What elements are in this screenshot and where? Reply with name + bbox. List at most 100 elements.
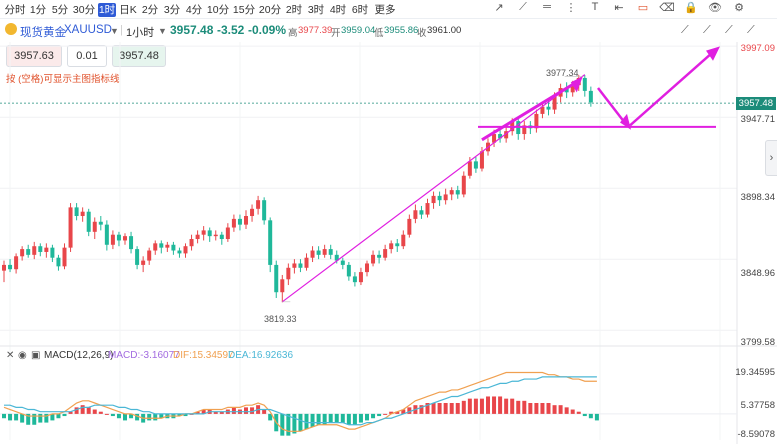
eye-icon[interactable]: 👁 [708, 2, 722, 14]
macd-histogram-bar [316, 413, 321, 425]
macd-histogram-bar [516, 400, 521, 414]
macd-histogram-bar [159, 413, 164, 419]
trend-line[interactable] [281, 74, 586, 303]
candle-body [86, 211, 91, 232]
candle-body [225, 227, 230, 240]
up-arrow-line[interactable] [481, 79, 580, 142]
shape-icon[interactable]: ▭ [637, 2, 649, 14]
draw-channel-icon[interactable]: ⟋ [725, 24, 733, 36]
candle-body [564, 88, 569, 93]
macd-histogram-bar [86, 407, 91, 414]
candle-body [498, 134, 503, 139]
axis-label: 3997.09 [740, 43, 775, 54]
candle-body [26, 249, 31, 255]
macd-histogram-bar [576, 411, 581, 414]
macd-histogram-bar [68, 411, 73, 414]
timeframe-12[interactable]: 2时 [285, 4, 303, 16]
buy-price-box[interactable]: 3957.48 [112, 45, 166, 67]
timeframe-9[interactable]: 10分 [206, 4, 230, 16]
dea-line [4, 376, 597, 426]
settings-icon[interactable]: ▣ [31, 350, 41, 361]
draw-ray-icon[interactable]: ⟋ [703, 24, 711, 36]
macd-histogram-bar [594, 413, 599, 421]
axis-label: 3898.34 [740, 192, 775, 203]
candle-body [207, 230, 212, 237]
timeframe-5[interactable]: 日K [119, 4, 137, 16]
timeframe-10[interactable]: 15分 [232, 4, 256, 16]
eraser-icon[interactable]: ⌫ [659, 2, 675, 14]
macd-histogram-bar [304, 413, 309, 430]
dif-line [3, 371, 597, 432]
fib-icon[interactable]: ⋮ [565, 2, 577, 14]
macd-histogram-bar [244, 407, 248, 414]
macd-histogram-bar [183, 413, 188, 417]
macd-histogram-bar [2, 413, 6, 419]
target-arrow-line[interactable] [629, 51, 714, 127]
macd-histogram-bar [510, 398, 515, 414]
candle-body [425, 203, 430, 215]
close-icon[interactable]: ✕ [6, 350, 15, 361]
candle-body [135, 249, 140, 265]
symbol-dropdown-icon[interactable]: ▼ [110, 26, 119, 36]
candle-body [546, 106, 551, 110]
polyline-icon[interactable]: ⟋ [519, 1, 527, 13]
target-arrowhead [706, 46, 720, 61]
macd-legend: ✕ ◉ ▣ MACD(12,26,9) MACD:-3.16077 DIF:15… [0, 348, 420, 364]
timeframe-0[interactable]: 分时 [4, 4, 26, 16]
symbol-name[interactable]: 现货黄金 [20, 27, 66, 39]
high-value: 3977.39 [298, 25, 333, 36]
timeframe-4[interactable]: 1时 [98, 3, 116, 17]
price-change: -3.52 [217, 23, 245, 37]
symbol-bar: 现货黄金 XAUUSD ▼ | 1小时 ▼ 3957.48 -3.52 -0.0… [0, 19, 777, 41]
timeframe-7[interactable]: 3分 [163, 4, 181, 16]
macd-histogram-bar [365, 413, 369, 421]
draw-line-icon[interactable]: ⟋ [681, 24, 689, 36]
macd-histogram-bar [486, 396, 490, 414]
timeframe-16[interactable]: 更多 [374, 4, 396, 16]
timeframe-11[interactable]: 20分 [258, 4, 282, 16]
macd-histogram-bar [437, 403, 442, 414]
candle-body [352, 276, 357, 283]
candle-body [68, 207, 73, 248]
candle-body [286, 267, 291, 280]
timeframe-1[interactable]: 1分 [29, 4, 47, 16]
open-value: 3959.04 [341, 25, 376, 36]
trend-line-icon[interactable]: ↗ [494, 2, 504, 14]
candle-body [431, 195, 436, 204]
measure-icon[interactable]: ⇤ [614, 2, 624, 14]
candle-body [171, 244, 176, 251]
timeframe-13[interactable]: 3时 [307, 4, 325, 16]
timeframe-14[interactable]: 4时 [329, 4, 347, 16]
draw-parallel-icon[interactable]: ⟋ [747, 24, 755, 36]
collapse-panel-button[interactable]: › [765, 140, 777, 176]
eye-icon[interactable]: ◉ [18, 350, 27, 361]
sell-price-box[interactable]: 3957.63 [6, 45, 62, 67]
timeframe-15[interactable]: 6时 [351, 4, 369, 16]
macd-histogram-bar [14, 413, 19, 421]
settings-icon[interactable]: ⚙ [734, 2, 744, 14]
interval-dropdown-icon[interactable]: ▼ [158, 26, 167, 36]
symbol-code[interactable]: XAUUSD [64, 24, 112, 36]
lot-input[interactable]: 0.01 [67, 45, 107, 67]
hline-icon[interactable]: ═ [543, 1, 551, 13]
macd-histogram-bar [262, 409, 267, 414]
candle-body [195, 234, 200, 240]
timeframe-3[interactable]: 30分 [72, 4, 96, 16]
macd-histogram-bar [38, 413, 43, 423]
candle-body [141, 260, 146, 265]
timeframe-2[interactable]: 5分 [51, 4, 69, 16]
timeframe-8[interactable]: 4分 [185, 4, 203, 16]
candle-body [231, 218, 236, 228]
interval-label[interactable]: 1小时 [126, 27, 155, 39]
lock-icon[interactable]: 🔒 [684, 2, 698, 14]
candle-body [274, 264, 279, 293]
candle-body [280, 279, 285, 293]
text-icon[interactable]: T [591, 1, 599, 13]
timeframe-6[interactable]: 2分 [141, 4, 159, 16]
macd-histogram-bar [395, 411, 400, 414]
macd-histogram-bar [195, 411, 200, 414]
current-price-tag: 3957.48 [735, 97, 776, 110]
macd-histogram-bar [32, 413, 37, 425]
candle-body [310, 250, 315, 258]
